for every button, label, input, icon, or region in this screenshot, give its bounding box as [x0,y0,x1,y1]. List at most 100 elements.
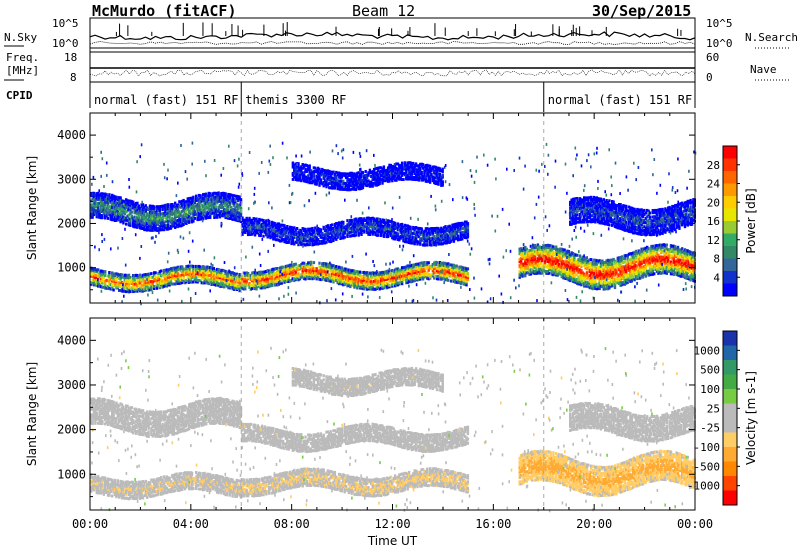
power-cell [144,282,147,286]
power-cell [683,253,687,257]
power-cell [626,265,629,269]
power-cell [364,281,367,285]
power-cell [122,287,125,291]
power-cell [571,274,575,278]
power-cell [221,278,224,282]
power-cell [136,208,139,212]
power-cell [633,270,636,274]
power-cell [417,262,421,266]
power-cell [104,214,107,218]
power-cell [97,274,100,278]
power-cell [216,283,219,287]
power-cell [634,249,638,253]
power-cell [178,275,181,279]
power-cell [531,264,534,268]
power-cell [533,272,537,275]
power-cell [426,271,429,275]
power-cell [420,269,423,273]
power-cell [419,275,422,279]
power-cell [573,264,576,268]
power-cell [133,274,136,278]
power-cell [270,270,274,274]
power-cell [129,199,132,203]
power-cell [633,251,636,255]
power-cell [686,251,689,255]
power-cell [119,216,122,220]
power-cell [129,217,132,221]
power-cell [569,259,572,263]
power-cell [209,266,212,269]
power-cell [465,267,468,271]
power-cell [406,273,409,277]
power-cell [339,281,342,285]
power-cell [259,278,262,282]
power-cell [291,264,295,268]
nave-label: Nave [750,63,777,76]
power-cell [274,271,278,275]
power-cell [346,268,349,272]
power-cell [119,283,122,287]
power-cell [111,218,114,222]
power-cell [189,270,192,274]
power-cell [120,273,124,277]
power-cell [165,268,168,272]
power-cell [123,210,126,214]
power-cell [301,265,304,269]
power-cell [209,273,212,277]
power-cell [664,251,667,255]
power-cell [99,269,103,273]
power-cell [555,265,558,269]
power-cell [249,283,253,287]
power-cell [531,254,534,258]
power-cell [533,262,537,266]
power-cell [550,262,554,266]
power-cell [519,259,523,263]
power-cell [442,271,446,275]
power-cell [454,274,457,278]
power-cell [444,272,447,276]
power-cell [113,219,117,222]
power-cell [175,270,178,274]
power-cell [639,252,642,256]
power-cell [134,225,138,229]
power-cell [562,254,565,258]
power-cell [206,275,209,279]
power-cell [682,265,685,269]
power-cell [144,273,147,277]
power-cell [269,279,272,283]
power-cell [583,276,586,280]
power-cell [577,282,580,286]
power-cell [615,265,618,269]
power-cell [139,213,142,216]
power-cell [123,218,126,222]
power-cell [545,271,548,275]
power-cell [101,285,104,289]
power-cell [129,219,132,223]
power-cell [102,276,105,280]
power-cell [690,266,694,270]
power-cell [525,263,528,267]
power-cell [521,262,524,266]
power-cell [133,282,136,286]
power-cell [101,192,104,196]
power-cell [552,261,555,265]
power-cell [623,256,626,260]
power-cell [619,262,622,266]
power-cell [626,281,629,284]
power-cell [640,273,643,277]
power-cell [550,255,554,259]
power-cell [560,249,563,253]
power-cell [570,261,573,265]
power-cell [675,263,678,267]
power-cell [143,281,146,285]
power-cell [358,270,362,274]
power-cell [552,245,555,249]
power-cell [550,246,554,250]
power-cell [580,262,583,266]
power-cell [676,267,680,271]
power-cell [655,252,659,256]
power-cell [552,273,555,277]
power-cell [164,280,167,284]
power-cell [262,280,265,284]
power-cell [412,275,415,279]
